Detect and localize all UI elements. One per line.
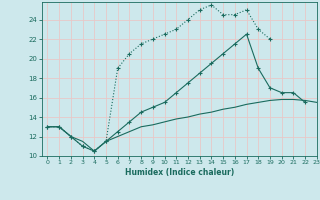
X-axis label: Humidex (Indice chaleur): Humidex (Indice chaleur) [124,168,234,177]
